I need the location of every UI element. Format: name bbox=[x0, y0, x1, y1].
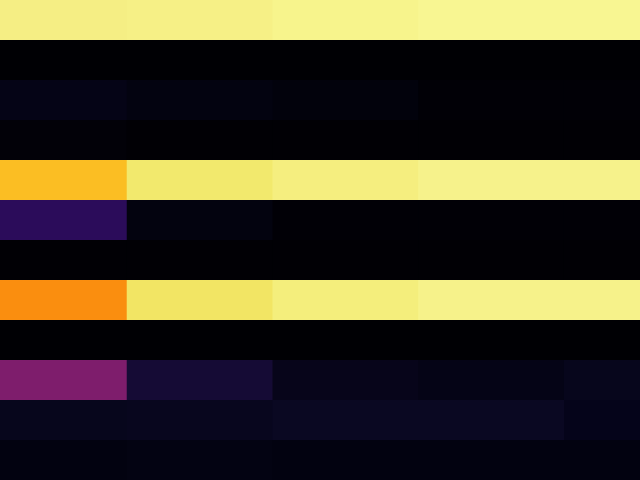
heatmap-cell-r4-c1 bbox=[126, 160, 273, 201]
heatmap-cell-r2-c1 bbox=[126, 80, 273, 121]
heatmap-cell-r0-c1 bbox=[126, 0, 273, 41]
heatmap-cell-r6-c2 bbox=[272, 240, 419, 281]
heatmap-cell-r7-c2 bbox=[272, 280, 419, 321]
heatmap-cell-r9-c0 bbox=[0, 360, 128, 401]
heatmap-cell-r3-c4 bbox=[563, 120, 640, 161]
heatmap-cell-r11-c4 bbox=[563, 440, 640, 480]
heatmap-cell-r5-c3 bbox=[418, 200, 565, 241]
heatmap-cell-r0-c2 bbox=[272, 0, 419, 41]
heatmap-cell-r6-c4 bbox=[563, 240, 640, 281]
heatmap-cell-r9-c2 bbox=[272, 360, 419, 401]
heatmap-cell-r1-c2 bbox=[272, 40, 419, 81]
heatmap-cell-r7-c0 bbox=[0, 280, 128, 321]
heatmap-cell-r1-c1 bbox=[126, 40, 273, 81]
heatmap-cell-r6-c3 bbox=[418, 240, 565, 281]
heatmap-cell-r5-c0 bbox=[0, 200, 128, 241]
heatmap-cell-r3-c3 bbox=[418, 120, 565, 161]
heatmap-cell-r10-c3 bbox=[418, 400, 565, 441]
heatmap-cell-r1-c4 bbox=[563, 40, 640, 81]
heatmap-cell-r6-c1 bbox=[126, 240, 273, 281]
heatmap-cell-r8-c2 bbox=[272, 320, 419, 361]
heatmap-cell-r8-c3 bbox=[418, 320, 565, 361]
heatmap-cell-r8-c0 bbox=[0, 320, 128, 361]
heatmap-cell-r11-c2 bbox=[272, 440, 419, 480]
heatmap-cell-r11-c3 bbox=[418, 440, 565, 480]
heatmap-cell-r5-c1 bbox=[126, 200, 273, 241]
heatmap-cell-r9-c3 bbox=[418, 360, 565, 401]
heatmap-cell-r8-c4 bbox=[563, 320, 640, 361]
heatmap-cell-r7-c3 bbox=[418, 280, 565, 321]
heatmap-cell-r4-c2 bbox=[272, 160, 419, 201]
heatmap-cell-r8-c1 bbox=[126, 320, 273, 361]
heatmap-cell-r11-c1 bbox=[126, 440, 273, 480]
heatmap-cell-r4-c3 bbox=[418, 160, 565, 201]
heatmap-cell-r5-c4 bbox=[563, 200, 640, 241]
heatmap-cell-r2-c0 bbox=[0, 80, 128, 121]
heatmap-cell-r1-c0 bbox=[0, 40, 128, 81]
heatmap-cell-r2-c4 bbox=[563, 80, 640, 121]
heatmap-cell-r5-c2 bbox=[272, 200, 419, 241]
heatmap-cell-r4-c4 bbox=[563, 160, 640, 201]
heatmap-cell-r2-c3 bbox=[418, 80, 565, 121]
heatmap-cell-r3-c1 bbox=[126, 120, 273, 161]
heatmap-cell-r0-c3 bbox=[418, 0, 565, 41]
heatmap-cell-r3-c2 bbox=[272, 120, 419, 161]
heatmap-cell-r3-c0 bbox=[0, 120, 128, 161]
heatmap-cell-r7-c1 bbox=[126, 280, 273, 321]
heatmap-cell-r2-c2 bbox=[272, 80, 419, 121]
heatmap-cell-r10-c0 bbox=[0, 400, 128, 441]
heatmap-cell-r0-c4 bbox=[563, 0, 640, 41]
heatmap-cell-r6-c0 bbox=[0, 240, 128, 281]
heatmap-cell-r7-c4 bbox=[563, 280, 640, 321]
heatmap-cell-r0-c0 bbox=[0, 0, 128, 41]
heatmap-cell-r10-c4 bbox=[563, 400, 640, 441]
heatmap-cell-r10-c1 bbox=[126, 400, 273, 441]
heatmap-cell-r10-c2 bbox=[272, 400, 419, 441]
heatmap-cell-r11-c0 bbox=[0, 440, 128, 480]
heatmap-cell-r9-c1 bbox=[126, 360, 273, 401]
heatmap-cell-r9-c4 bbox=[563, 360, 640, 401]
heatmap-cell-r1-c3 bbox=[418, 40, 565, 81]
heatmap-cell-r4-c0 bbox=[0, 160, 128, 201]
